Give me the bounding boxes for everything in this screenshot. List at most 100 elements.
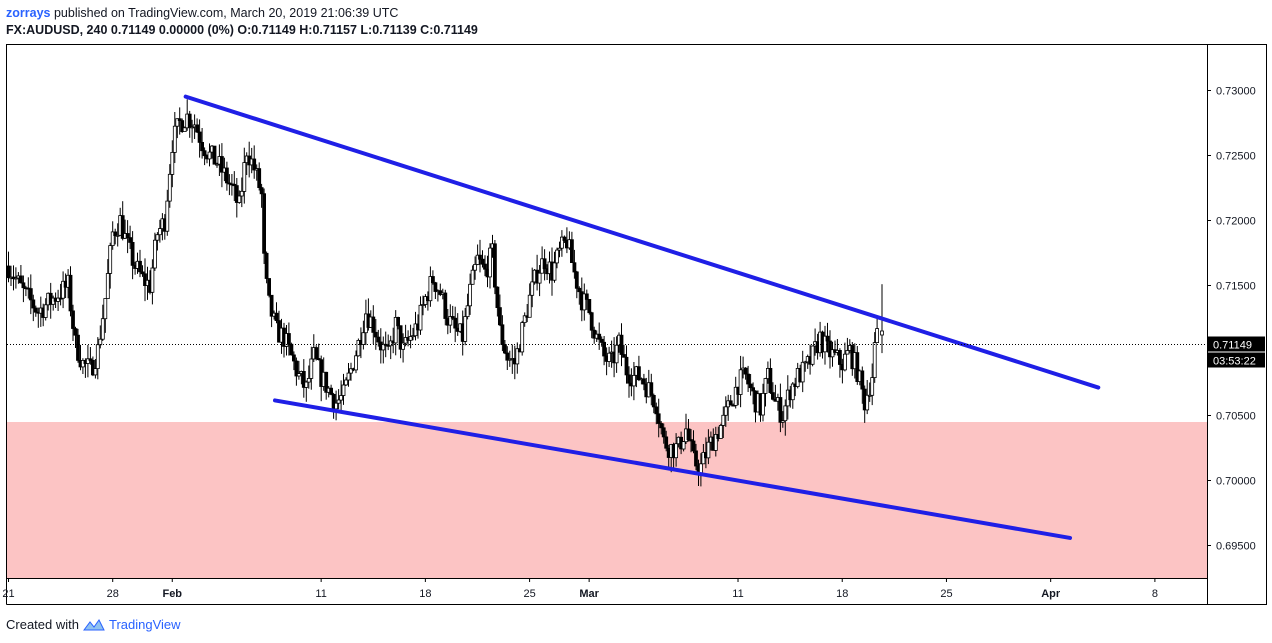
candle-body: [93, 368, 98, 376]
candle-body: [542, 258, 547, 270]
candle-body: [632, 374, 636, 387]
candle-body: [825, 335, 830, 342]
candle-body: [120, 215, 125, 239]
candle-body: [115, 234, 120, 237]
candle-body: [110, 231, 115, 246]
candle-body: [654, 406, 659, 415]
candle-body: [138, 260, 142, 273]
candle-body: [713, 433, 718, 451]
candle-body: [356, 339, 361, 357]
candle-body: [334, 402, 339, 410]
candle-body: [738, 369, 743, 395]
candle-body: [289, 343, 294, 356]
candle-body: [257, 168, 262, 189]
candle-body: [681, 441, 686, 450]
candle-body: [234, 185, 239, 203]
time-tick-label: 18: [836, 588, 848, 600]
candle-body: [71, 310, 75, 329]
time-tick-label: 25: [940, 588, 952, 600]
candle-body: [659, 423, 664, 429]
candle-body: [656, 413, 661, 424]
candle-body: [880, 330, 884, 336]
candle-body: [316, 358, 321, 361]
candle-body: [155, 234, 160, 241]
publish-info: published on TradingView.com, March 20, …: [53, 6, 399, 20]
candle-body: [433, 282, 438, 292]
candle-body: [314, 347, 319, 359]
candle-body: [130, 241, 135, 266]
candle-body: [242, 162, 247, 192]
candle-body: [286, 333, 291, 345]
candle-body: [259, 187, 264, 195]
candle-body: [267, 278, 272, 296]
candle-body: [346, 372, 351, 381]
candle-body: [373, 331, 378, 338]
candle-body: [495, 286, 500, 309]
candle-body: [33, 307, 38, 313]
candle-body: [274, 312, 279, 322]
chart-header: zorrays published on TradingView.com, Ma…: [6, 5, 478, 39]
candle-body: [100, 318, 105, 340]
candle-body: [232, 183, 237, 187]
candle-body: [354, 355, 358, 371]
candle-body: [674, 443, 678, 459]
candle-body: [642, 378, 646, 385]
price-tick-label: 0.69500: [1216, 541, 1256, 553]
candle-body: [830, 349, 835, 358]
candle-body: [860, 370, 865, 390]
trendline-upper[interactable]: [183, 94, 1101, 390]
price-tick-label: 0.73000: [1216, 86, 1256, 98]
price-tick-label: 0.72500: [1216, 151, 1256, 163]
candle-body: [478, 254, 482, 260]
tradingview-brand-link[interactable]: TradingView: [108, 617, 181, 632]
candle-body: [262, 193, 267, 254]
candle-body: [212, 145, 217, 165]
candle-body: [88, 358, 93, 361]
candle-body: [172, 125, 177, 153]
candle-body: [689, 439, 693, 442]
candle-body: [771, 392, 775, 400]
time-tick-label: Feb: [162, 588, 182, 600]
candle-body: [13, 277, 18, 280]
candle-body: [838, 349, 842, 365]
candle-body: [470, 269, 475, 285]
candle-body: [570, 239, 574, 263]
candle-body: [746, 373, 750, 385]
candle-body: [651, 394, 656, 408]
candle-body: [530, 281, 535, 296]
candle-body: [584, 293, 589, 300]
candle-body: [723, 406, 728, 416]
candle-body: [180, 120, 185, 132]
author-link[interactable]: zorrays: [6, 6, 51, 20]
trendline-lower[interactable]: [272, 398, 1073, 540]
candle-body: [728, 400, 733, 406]
candle-body: [865, 394, 870, 411]
candle-body: [76, 334, 80, 361]
candle-body: [252, 158, 257, 171]
candle-body: [157, 228, 162, 236]
candle-body: [607, 352, 611, 362]
price-tick-label: 0.70000: [1216, 476, 1256, 488]
candle-body: [95, 344, 100, 370]
candle-body: [336, 399, 341, 404]
candle-body: [790, 383, 795, 401]
candle-body: [572, 262, 577, 273]
candle-body: [401, 342, 406, 350]
candle-body: [68, 274, 73, 312]
price-axis[interactable]: 0.73000 0.72500 0.72000 0.71500 0.70500 0.700…: [1207, 86, 1265, 553]
time-tick-label: 28: [107, 588, 119, 600]
candle-body: [706, 441, 711, 459]
time-axis[interactable]: 21 28 Feb 11 18 25 Mar 11 18 25 Apr 8: [2, 578, 1158, 600]
candles-layer: [6, 99, 884, 487]
candle-body: [721, 414, 726, 426]
candle-body: [718, 424, 723, 439]
candle-body: [21, 282, 26, 289]
candle-body: [448, 316, 453, 326]
price-tick-label: 0.72000: [1216, 216, 1256, 228]
candle-body: [73, 328, 78, 336]
candle-body: [520, 322, 525, 353]
candle-body: [515, 348, 520, 365]
support-zone: [7, 422, 1207, 578]
candle-body: [803, 361, 808, 364]
